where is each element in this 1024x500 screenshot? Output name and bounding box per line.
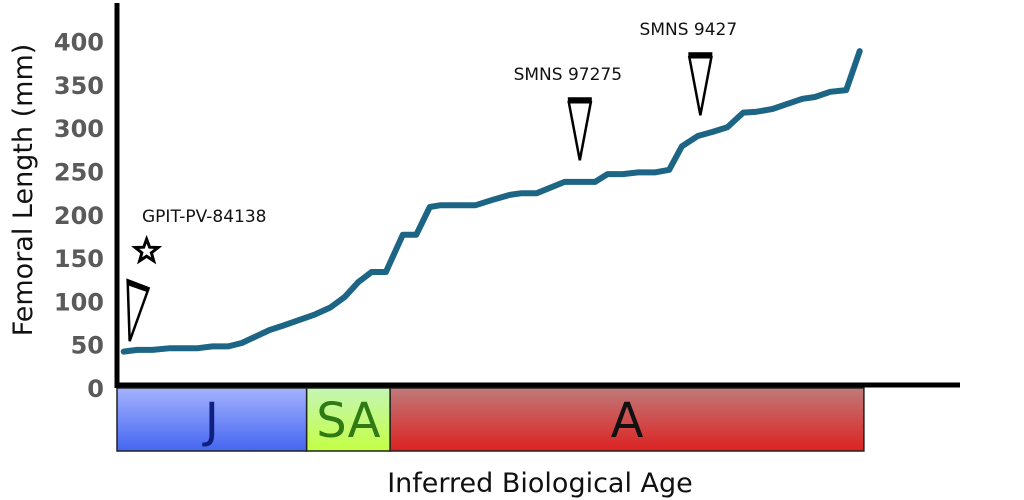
age-band-label: J	[202, 393, 219, 449]
triangle-marker-icon	[567, 100, 593, 161]
star-icon	[131, 234, 163, 265]
y-tick-label: 400	[54, 29, 104, 57]
y-tick-label: 150	[54, 245, 104, 273]
triangle-marker-icon	[126, 278, 151, 342]
y-axis-label: Femoral Length (mm)	[8, 44, 39, 337]
annotation-label: SMNS 9427	[640, 20, 738, 40]
annotation-marker	[126, 234, 163, 342]
y-tick-label: 350	[54, 72, 104, 100]
y-tick-label: 100	[54, 288, 104, 316]
triangle-marker-icon	[687, 55, 713, 116]
age-band-j	[116, 387, 308, 452]
annotation-label: SMNS 97275	[514, 65, 622, 85]
age-band-label: SA	[316, 393, 380, 449]
series-line	[120, 48, 863, 355]
y-tick-label: 250	[54, 159, 104, 187]
y-tick-label: 300	[54, 115, 104, 143]
y-tick-label: 0	[87, 375, 104, 403]
annotation-label: GPIT-PV-84138	[142, 207, 267, 227]
x-axis-label: Inferred Biological Age	[387, 468, 693, 499]
age-band-label: A	[611, 393, 644, 449]
age-band-sa	[305, 387, 391, 452]
annotation-marker	[687, 52, 713, 116]
y-tick-label: 50	[71, 332, 104, 360]
y-tick-label: 200	[54, 202, 104, 230]
age-band-a	[389, 387, 865, 452]
annotation-marker	[567, 97, 593, 161]
